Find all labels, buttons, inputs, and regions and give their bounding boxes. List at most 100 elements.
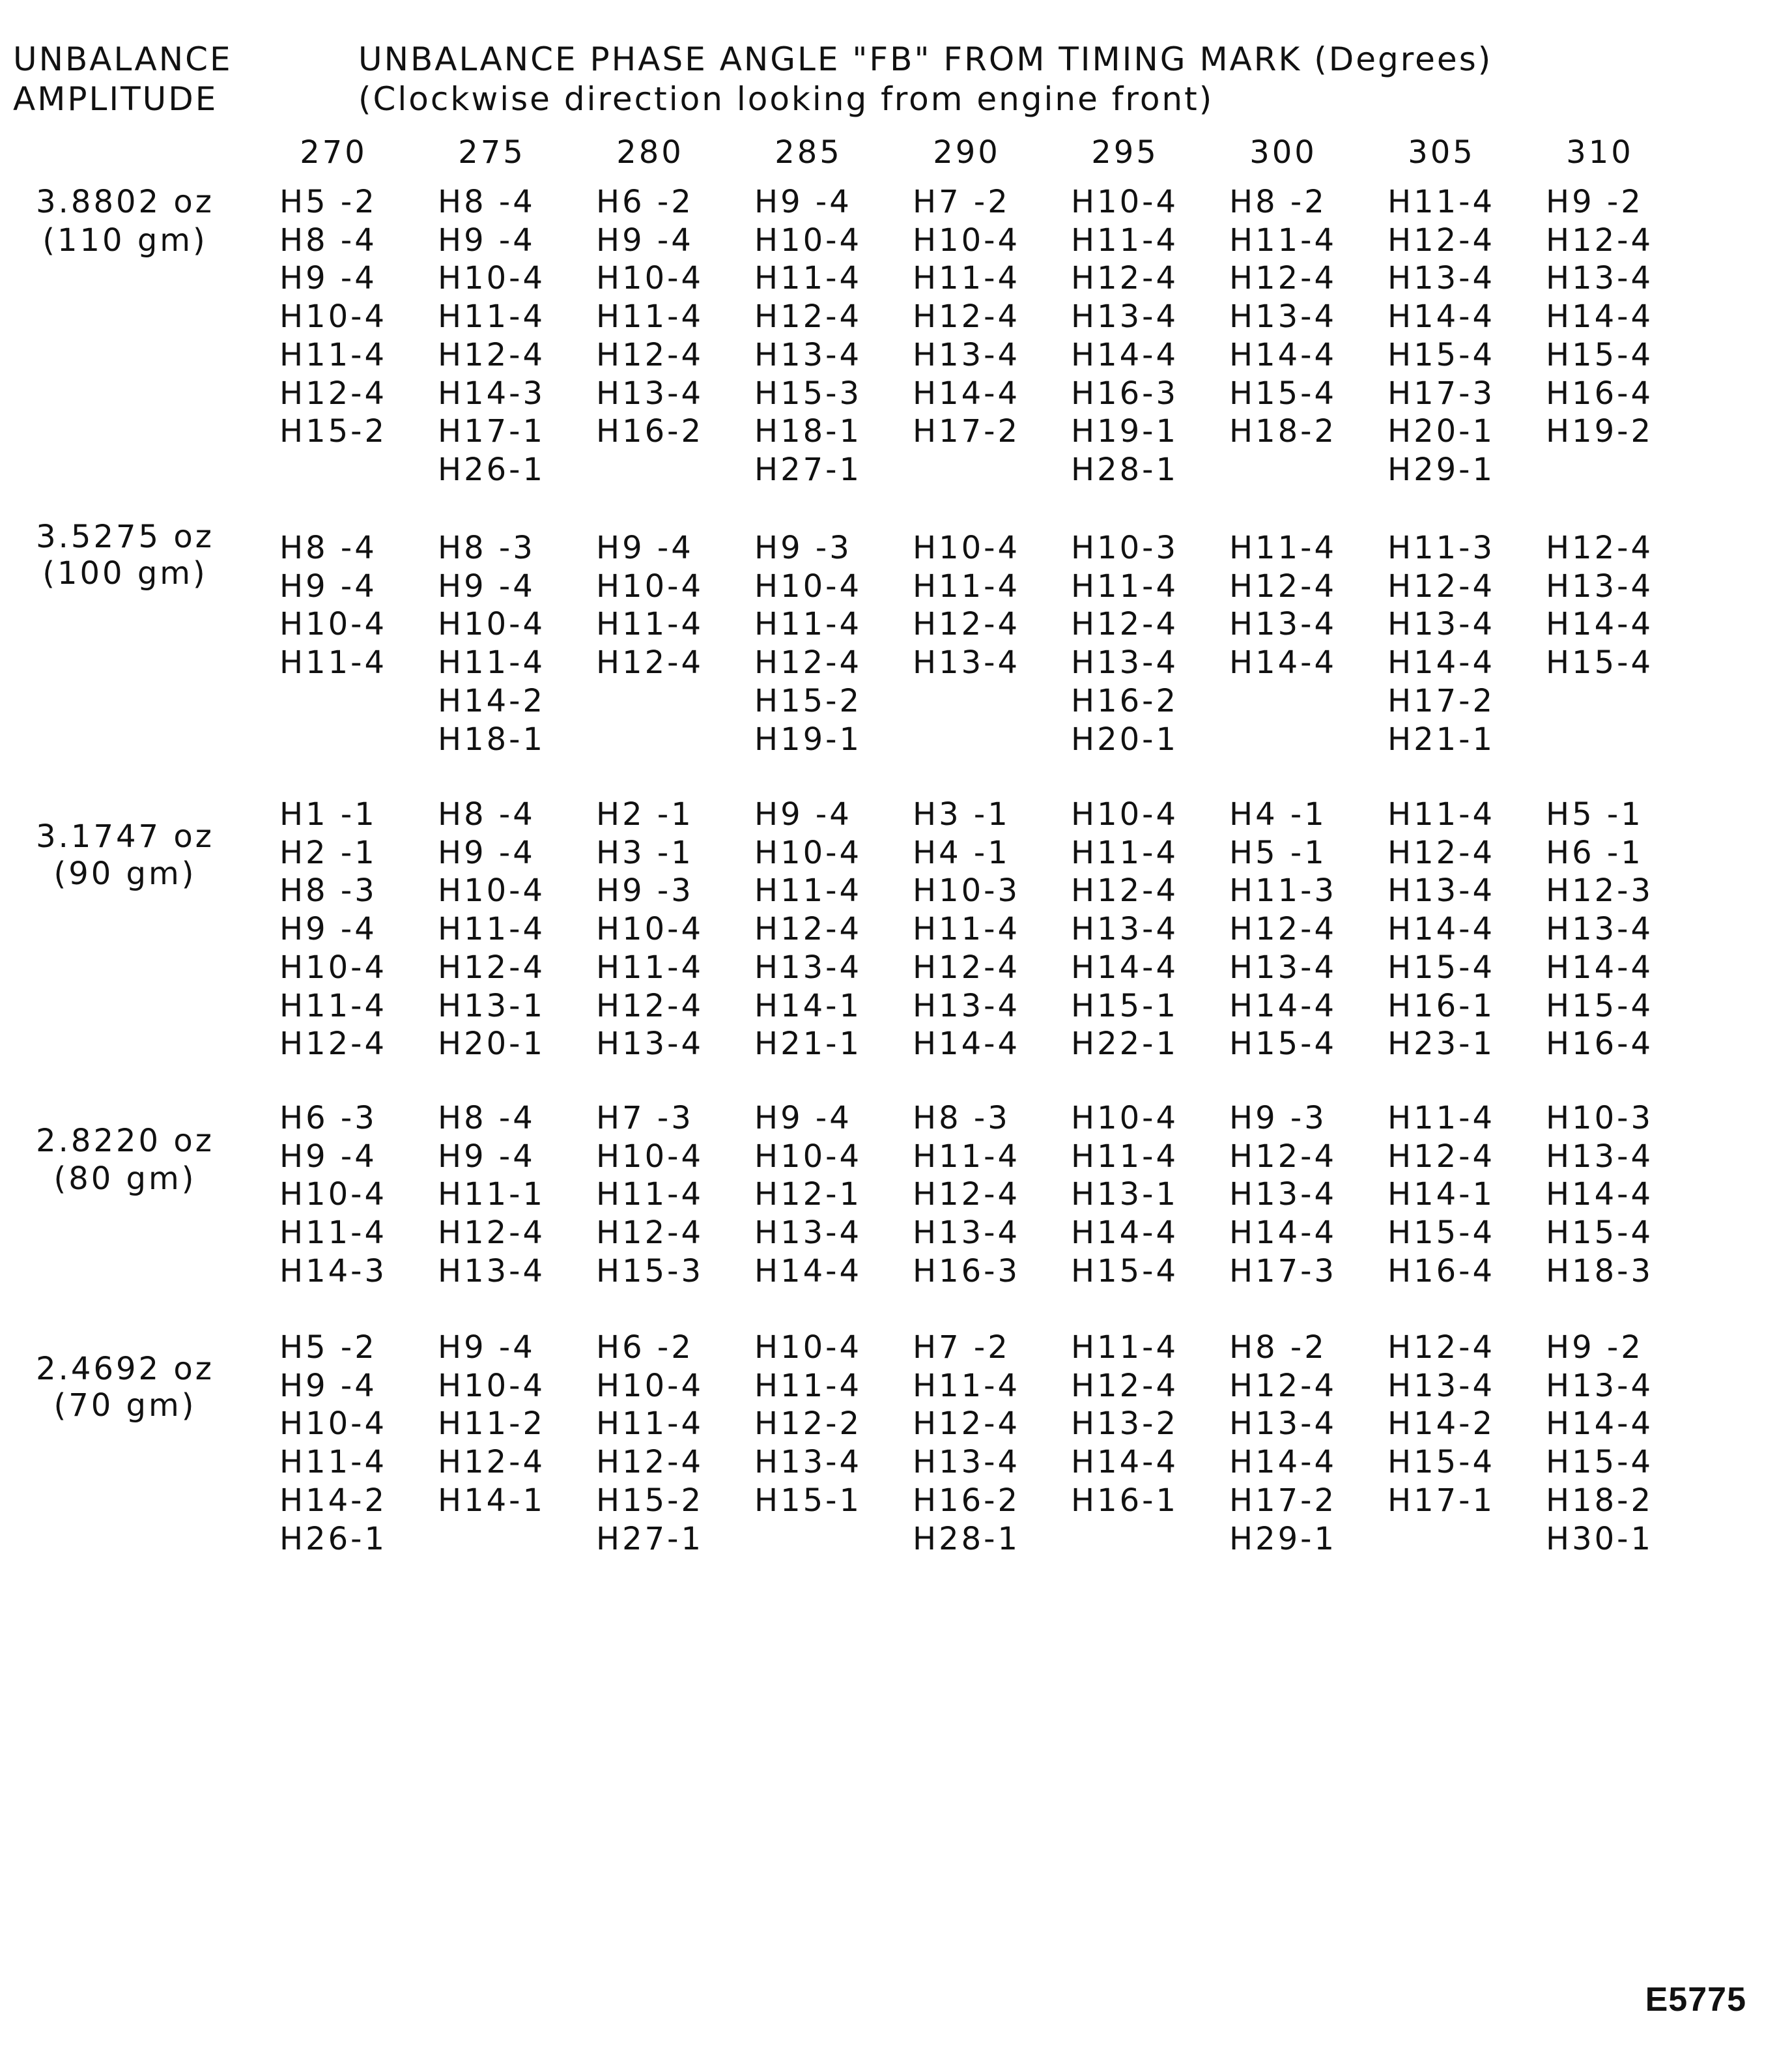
balance-entry: H14-3 xyxy=(438,375,546,412)
balance-entry: H14-2 xyxy=(438,682,546,719)
balance-entry: H19-1 xyxy=(1071,413,1179,450)
balance-entry: H14-4 xyxy=(1229,1444,1337,1481)
balance-entry: H13-4 xyxy=(1229,1176,1337,1213)
balance-entry: H12-4 xyxy=(596,336,704,373)
balance-entry: H12-4 xyxy=(1229,568,1337,605)
balance-entry: H11-4 xyxy=(279,1215,388,1252)
balance-entry: H11-4 xyxy=(596,1176,704,1213)
balance-entry: H13-4 xyxy=(754,1444,862,1481)
balance-entry: H14-4 xyxy=(1071,1444,1179,1481)
balance-entry: H15-4 xyxy=(1229,375,1337,412)
balance-entry: H12-4 xyxy=(596,1444,704,1481)
balance-entry: H8 -4 xyxy=(438,796,535,833)
balance-entry: H14-4 xyxy=(1071,336,1179,373)
balance-entry: H11-4 xyxy=(596,949,704,986)
balance-entry: H2 -1 xyxy=(279,834,377,871)
balance-entry: H12-4 xyxy=(1071,872,1179,910)
balance-entry: H10-3 xyxy=(913,872,1021,910)
balance-entry: H9 -2 xyxy=(1546,184,1643,220)
balance-entry: H8 -2 xyxy=(1229,184,1327,220)
balance-entry: H12-4 xyxy=(279,375,388,412)
balance-entry: H15-4 xyxy=(1387,1215,1496,1252)
balance-entry: H11-4 xyxy=(913,1367,1021,1404)
balance-entry: H15-4 xyxy=(1229,1026,1337,1063)
balance-entry: H11-4 xyxy=(596,1405,704,1443)
balance-entry: H10-4 xyxy=(1071,1100,1179,1136)
balance-entry: H13-4 xyxy=(596,375,704,412)
balance-entry: H14-1 xyxy=(1387,1176,1496,1213)
balance-entry: H14-2 xyxy=(1387,1405,1496,1443)
balance-entry: H21-1 xyxy=(1387,721,1496,758)
balance-entry: H11-4 xyxy=(438,644,546,682)
balance-entry: H15-2 xyxy=(596,1482,704,1519)
balance-entry: H8 -4 xyxy=(438,184,535,220)
balance-entry: H13-4 xyxy=(1546,911,1654,948)
balance-entry: H26-1 xyxy=(279,1520,388,1557)
balance-entry: H11-4 xyxy=(279,987,388,1024)
balance-entry: H10-4 xyxy=(754,1138,862,1175)
balance-entry: H10-4 xyxy=(596,260,704,297)
balance-entry: H15-4 xyxy=(1387,336,1496,373)
balance-entry: H12-4 xyxy=(1387,1329,1496,1366)
balance-entry: H27-1 xyxy=(596,1520,704,1557)
balance-entry: H11-4 xyxy=(1071,1329,1179,1366)
balance-entry: H19-2 xyxy=(1546,413,1654,450)
balance-entry: H9 -4 xyxy=(279,260,377,297)
balance-entry: H11-4 xyxy=(754,872,862,910)
balance-entry: H10-4 xyxy=(438,1367,546,1404)
balance-entry: H9 -4 xyxy=(438,1329,535,1366)
balance-entry: H11-2 xyxy=(438,1405,546,1443)
balance-entry: H9 -4 xyxy=(596,530,694,566)
balance-entry: H13-1 xyxy=(1071,1176,1179,1213)
balance-entry: H16-2 xyxy=(1071,682,1179,719)
balance-entry: H2 -1 xyxy=(596,796,694,833)
amplitude-value: (70 gm) xyxy=(53,1387,197,1424)
balance-entry: H10-4 xyxy=(754,1329,862,1366)
balance-entry: H8 -3 xyxy=(438,530,535,566)
balance-entry: H8 -4 xyxy=(438,1100,535,1136)
balance-entry: H9 -2 xyxy=(1546,1329,1643,1366)
balance-entry: H12-4 xyxy=(1229,911,1337,948)
balance-entry: H11-1 xyxy=(438,1176,546,1213)
balance-entry: H9 -4 xyxy=(438,1138,535,1175)
balance-entry: H9 -4 xyxy=(279,1138,377,1175)
balance-entry: H19-1 xyxy=(754,721,862,758)
balance-entry: H5 -2 xyxy=(279,1329,377,1366)
balance-entry: H8 -3 xyxy=(279,872,377,910)
balance-entry: H15-4 xyxy=(1387,1444,1496,1481)
balance-entry: H13-4 xyxy=(913,1444,1021,1481)
balance-entry: H10-3 xyxy=(1071,530,1179,566)
balance-entry: H10-4 xyxy=(754,568,862,605)
balance-entry: H13-4 xyxy=(913,987,1021,1024)
balance-entry: H11-4 xyxy=(279,336,388,373)
balance-entry: H9 -4 xyxy=(754,796,852,833)
balance-entry: H11-4 xyxy=(279,1444,388,1481)
balance-entry: H10-4 xyxy=(279,1176,388,1213)
balance-entry: H28-1 xyxy=(913,1520,1021,1557)
figure-code: E5775 xyxy=(1645,1981,1746,2019)
balance-entry: H10-4 xyxy=(596,568,704,605)
balance-entry: H14-4 xyxy=(1071,949,1179,986)
balance-entry: H11-4 xyxy=(1229,530,1337,566)
balance-entry: H10-4 xyxy=(279,1405,388,1443)
balance-entry: H14-4 xyxy=(1546,1176,1654,1213)
balance-entry: H14-4 xyxy=(913,375,1021,412)
balance-entry: H20-1 xyxy=(1387,413,1496,450)
balance-entry: H17-2 xyxy=(1229,1482,1337,1519)
balance-entry: H13-4 xyxy=(1387,872,1496,910)
balance-entry: H12-4 xyxy=(1229,260,1337,297)
balance-entry: H21-1 xyxy=(754,1026,862,1063)
balance-entry: H9 -3 xyxy=(754,530,852,566)
balance-entry: H13-4 xyxy=(1546,260,1654,297)
balance-entry: H17-2 xyxy=(1387,682,1496,719)
balance-entry: H18-1 xyxy=(438,721,546,758)
balance-entry: H15-2 xyxy=(279,413,388,450)
balance-entry: H13-4 xyxy=(913,1215,1021,1252)
balance-entry: H11-4 xyxy=(1071,1138,1179,1175)
balance-entry: H11-4 xyxy=(1071,568,1179,605)
balance-entry: H12-4 xyxy=(438,1444,546,1481)
balance-entry: H10-4 xyxy=(1071,796,1179,833)
balance-entry: H12-4 xyxy=(1229,1367,1337,1404)
balance-entry: H11-4 xyxy=(754,1367,862,1404)
balance-entry: H11-4 xyxy=(913,1138,1021,1175)
